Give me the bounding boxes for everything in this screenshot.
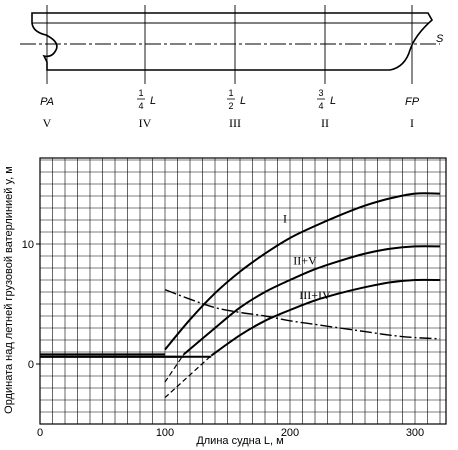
fraction-symbol: L — [150, 95, 156, 107]
x-tick-label: 100 — [156, 427, 174, 439]
station-label: 3 4 LII — [317, 88, 336, 130]
plot-frame — [39, 157, 447, 425]
series-line — [164, 355, 212, 399]
station-name: PA — [40, 96, 54, 108]
series-line — [164, 192, 441, 351]
curve-label: I — [283, 211, 287, 225]
fraction-denominator: 2 — [228, 101, 233, 111]
fraction-symbol: L — [240, 95, 246, 107]
y-tick-label: 10 — [22, 239, 34, 251]
fraction-numerator: 1 — [228, 88, 233, 98]
hull-outline — [31, 12, 434, 71]
waterline-label: S — [436, 33, 444, 45]
station-label: PA V — [40, 96, 54, 130]
fraction-numerator: 1 — [138, 88, 143, 98]
station-roman: V — [43, 116, 52, 130]
chart-curves — [40, 192, 441, 399]
station-roman: IV — [139, 116, 152, 130]
station-label: 1 2 L III — [227, 88, 246, 130]
series-line — [210, 278, 441, 357]
x-axis-title: Длина судна L, м — [196, 435, 283, 447]
station-roman: II — [321, 116, 329, 130]
chart-grid — [39, 157, 447, 425]
fraction-denominator: 4 — [318, 101, 323, 111]
x-tick-label: 200 — [281, 427, 299, 439]
station-name: FP — [405, 96, 420, 108]
station-label: FP I — [405, 96, 420, 130]
station-roman: III — [229, 116, 241, 130]
station-lines — [46, 5, 413, 84]
curve-label: III+IV — [299, 288, 331, 302]
fraction-denominator: 4 — [138, 101, 143, 111]
fraction-numerator: 3 — [318, 88, 323, 98]
fraction-symbol: L — [330, 95, 336, 107]
series-line — [164, 354, 185, 383]
x-tick-label: 300 — [406, 427, 424, 439]
curve-label: II+V — [293, 253, 317, 267]
series-line — [183, 245, 441, 356]
station-label: 1 4 L IV — [137, 88, 156, 130]
axis-ticks: 0 100 200 300 0 10 — [22, 239, 424, 439]
x-tick-label: 0 — [37, 427, 43, 439]
series-line — [164, 288, 441, 340]
y-axis-title: Ордината над летней грузовой ватерлинией… — [3, 166, 15, 414]
station-roman: I — [410, 116, 414, 130]
y-tick-label: 0 — [28, 359, 34, 371]
ship-profile — [20, 5, 440, 84]
curve-labels: I II+V III+IV — [283, 211, 331, 302]
